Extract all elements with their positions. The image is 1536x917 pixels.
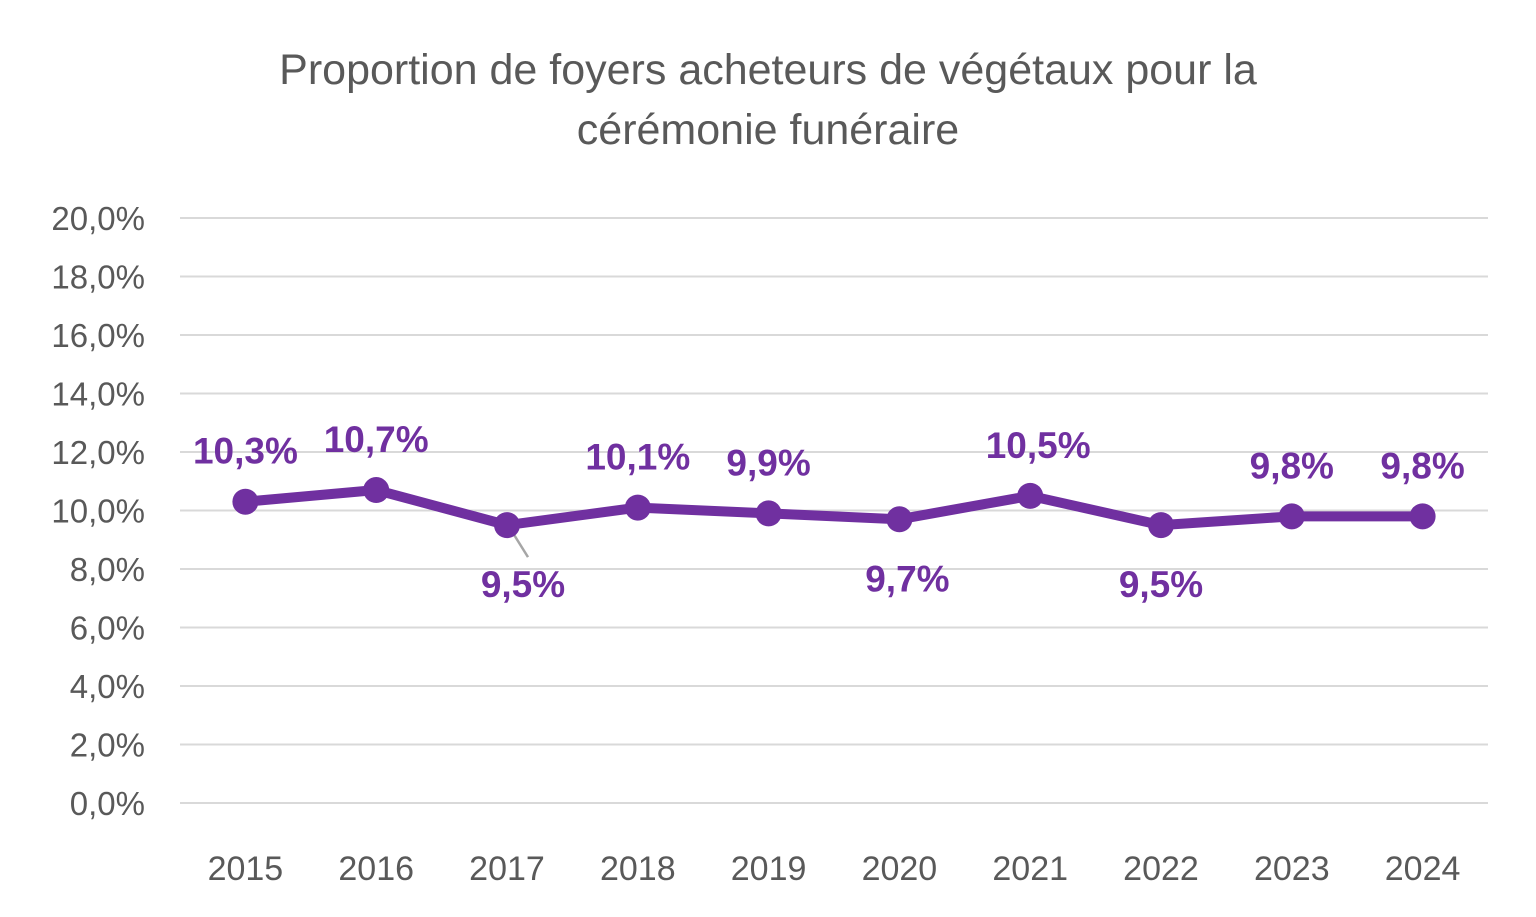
x-axis-tick-label: 2015 xyxy=(208,850,284,888)
chart-title-line1: Proportion de foyers acheteurs de végéta… xyxy=(279,46,1257,94)
x-axis-tick-label: 2019 xyxy=(731,850,807,888)
data-point-marker xyxy=(232,488,259,515)
data-label: 10,1% xyxy=(585,437,690,478)
data-point-marker xyxy=(1278,503,1305,530)
data-point-marker xyxy=(1148,512,1174,539)
y-axis-tick-label: 6,0% xyxy=(70,610,145,647)
data-point-marker xyxy=(755,500,782,527)
data-label: 9,8% xyxy=(1250,445,1334,486)
x-axis-tick-label: 2024 xyxy=(1385,850,1461,888)
data-point-marker xyxy=(1017,482,1044,509)
x-axis-tick-label: 2020 xyxy=(862,850,938,888)
y-axis-tick-label: 18,0% xyxy=(51,259,145,296)
data-label: 10,7% xyxy=(324,419,429,460)
y-axis-tick-label: 0,0% xyxy=(70,785,145,822)
x-axis-tick-label: 2022 xyxy=(1123,850,1199,888)
y-axis-tick-label: 20,0% xyxy=(51,200,145,237)
data-point-marker xyxy=(1409,503,1436,530)
y-axis-tick-label: 12,0% xyxy=(51,434,145,471)
y-axis-tick-label: 2,0% xyxy=(70,727,145,764)
y-axis-tick-label: 10,0% xyxy=(51,493,145,530)
x-axis-tick-label: 2021 xyxy=(992,850,1068,888)
label-leader-line xyxy=(511,532,530,558)
data-point-marker xyxy=(363,477,390,504)
chart-title-line2: cérémonie funéraire xyxy=(576,106,960,154)
y-axis-tick-label: 4,0% xyxy=(70,668,145,705)
data-label: 9,7% xyxy=(865,558,949,599)
data-label: 10,3% xyxy=(193,431,298,472)
x-axis-tick-label: 2017 xyxy=(469,850,545,888)
data-point-marker xyxy=(886,506,913,533)
y-axis-tick-label: 16,0% xyxy=(51,317,145,354)
data-point-marker xyxy=(494,512,520,539)
chart-title: Proportion de foyers acheteurs de végéta… xyxy=(0,40,1536,160)
x-axis-tick-label: 2023 xyxy=(1254,850,1330,888)
series-line xyxy=(240,485,1428,531)
data-label: 9,5% xyxy=(481,564,565,605)
x-axis-tick-label: 2018 xyxy=(600,850,676,888)
data-label: 9,9% xyxy=(726,442,810,483)
data-label: 9,5% xyxy=(1119,564,1203,605)
data-label: 10,5% xyxy=(986,425,1091,466)
data-point-marker xyxy=(624,494,651,521)
y-axis-tick-label: 14,0% xyxy=(51,376,145,413)
data-label: 9,8% xyxy=(1380,445,1464,486)
y-axis-tick-label: 8,0% xyxy=(70,551,145,588)
x-axis-tick-label: 2016 xyxy=(338,850,414,888)
